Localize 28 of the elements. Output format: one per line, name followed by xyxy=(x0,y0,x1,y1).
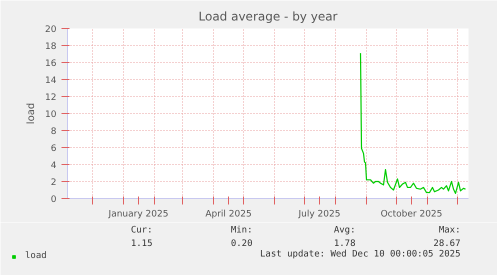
text: Last update: Wed Dec 10 00:00:05 2025 xyxy=(260,250,460,260)
y-tick-label: 14 xyxy=(45,76,57,86)
line-series xyxy=(360,52,466,194)
y-tick-label: 18 xyxy=(45,42,57,52)
text: Avg: xyxy=(334,226,356,236)
y-axis-title: load xyxy=(26,102,38,124)
x-tick-label: January 2025 xyxy=(108,210,168,220)
y-tick-label: 6 xyxy=(50,144,57,154)
y-tick-label: 20 xyxy=(45,25,57,35)
text: 0.20 xyxy=(230,239,253,249)
legend-label: load xyxy=(25,251,47,261)
y-tick-label: 2 xyxy=(50,178,57,188)
text: Cur: xyxy=(130,226,153,236)
text: Max: xyxy=(438,226,461,236)
y-tick-label: 8 xyxy=(50,127,57,137)
chart-title: Load average - by year xyxy=(198,10,338,24)
y-tick-label: 10 xyxy=(45,110,57,120)
text: 1.15 xyxy=(130,239,153,249)
text: Min: xyxy=(230,226,253,236)
x-tick-label: July 2025 xyxy=(298,210,340,220)
x-tick-label: April 2025 xyxy=(205,210,252,220)
y-tick-label: 0 xyxy=(50,195,57,205)
text: 28.67 xyxy=(433,239,460,249)
y-tick-label: 4 xyxy=(50,161,57,171)
x-tick-label: October 2025 xyxy=(380,210,442,220)
text: 1.78 xyxy=(334,239,356,249)
y-tick-label: 12 xyxy=(45,93,56,103)
y-tick-label: 16 xyxy=(45,59,57,69)
